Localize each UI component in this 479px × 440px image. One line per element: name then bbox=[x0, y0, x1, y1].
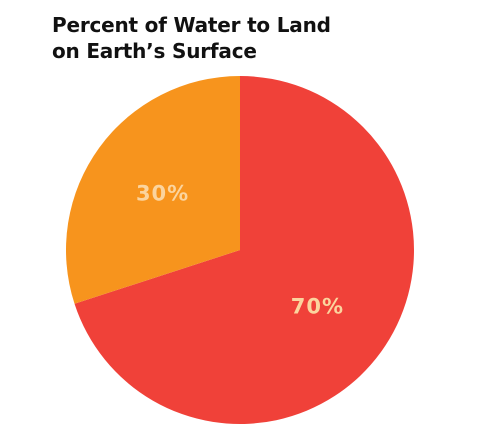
pie-slices bbox=[65, 76, 414, 424]
pie-slice-70 bbox=[74, 76, 414, 424]
chart-title-line-2: on Earth’s Surface bbox=[52, 39, 257, 63]
pie-labels: 70% 30% bbox=[136, 182, 344, 319]
chart-title-line-1: Percent of Water to Land bbox=[52, 13, 331, 37]
pie-slice-label-70: 70% bbox=[291, 294, 344, 318]
pie-slice-30 bbox=[65, 76, 240, 304]
chart-title: Percent of Water to Land on Earth’s Surf… bbox=[52, 12, 452, 64]
pie-slice-label-30: 30% bbox=[136, 182, 189, 206]
